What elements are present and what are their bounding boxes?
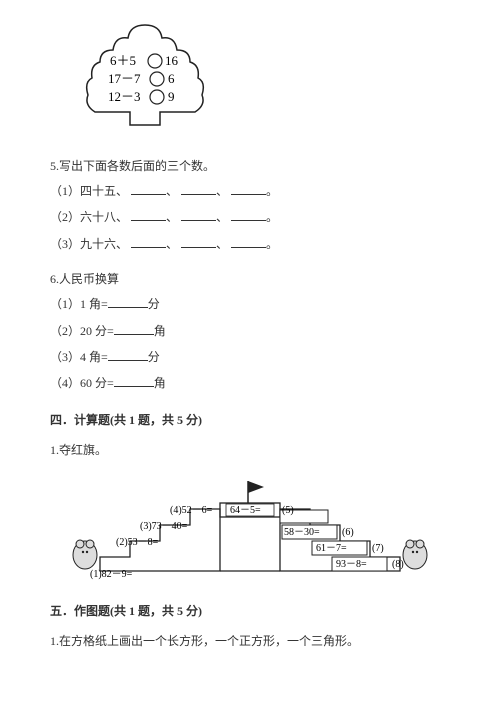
question-6: 6.人民币换算 （1）1 角= 分 （2）20 分= 角 （3）4 角= 分 （4）6… bbox=[50, 267, 450, 397]
blank[interactable] bbox=[131, 181, 166, 195]
blank[interactable] bbox=[181, 181, 216, 195]
stair-left-2: (2)53－8= bbox=[116, 537, 159, 548]
blank[interactable] bbox=[114, 321, 154, 335]
q6-item-2: （2）20 分= 角 bbox=[50, 318, 450, 344]
blank[interactable] bbox=[231, 234, 266, 248]
sep: 、 bbox=[216, 210, 228, 224]
q6-3-suffix: 分 bbox=[148, 350, 160, 364]
q6-title: 6.人民币换算 bbox=[50, 267, 450, 291]
tree-line1-left: 6＋5 bbox=[110, 53, 136, 68]
q6-4-prefix: （4）60 分= bbox=[50, 376, 114, 390]
section-5-q1: 1.在方格纸上画出一个长方形，一个正方形，一个三角形。 bbox=[50, 629, 450, 653]
sep: 、 bbox=[216, 237, 228, 251]
q6-2-suffix: 角 bbox=[154, 324, 166, 338]
tree-line2-right: 6 bbox=[168, 71, 175, 86]
q5-item-1-prefix: （1）四十五、 bbox=[50, 184, 128, 198]
q5-item-1: （1）四十五、 、 、 。 bbox=[50, 178, 450, 204]
blank[interactable] bbox=[231, 181, 266, 195]
tree-line3-right: 9 bbox=[168, 89, 175, 104]
stair-left-4: (4)52－6= bbox=[170, 505, 213, 516]
sep: 、 bbox=[166, 237, 178, 251]
blank[interactable] bbox=[131, 207, 166, 221]
stair-right-7: (7) bbox=[372, 543, 384, 554]
stair-right-6: (6) bbox=[342, 527, 354, 538]
stair-left-3: (3)73－40= bbox=[140, 521, 188, 532]
q5-item-2: （2）六十八、 、 、 。 bbox=[50, 204, 450, 230]
question-5: 5.写出下面各数后面的三个数。 （1）四十五、 、 、 。 （2）六十八、 、 … bbox=[50, 154, 450, 257]
stair-right-5: (5) bbox=[282, 505, 294, 516]
blank[interactable] bbox=[181, 234, 216, 248]
section-4-q1: 1.夺红旗。 bbox=[50, 438, 450, 462]
tree-comparison-figure: 6＋5 16 17－7 6 12－3 9 bbox=[80, 20, 450, 134]
q5-title: 5.写出下面各数后面的三个数。 bbox=[50, 154, 450, 178]
tree-line1-right: 16 bbox=[165, 53, 179, 68]
q6-4-suffix: 角 bbox=[154, 376, 166, 390]
tree-line3-left: 12－3 bbox=[108, 89, 141, 104]
stair-right-8: (8) bbox=[392, 559, 404, 570]
q6-1-prefix: （1）1 角= bbox=[50, 297, 108, 311]
end: 。 bbox=[266, 184, 278, 198]
blank[interactable] bbox=[131, 234, 166, 248]
end: 。 bbox=[266, 210, 278, 224]
q5-item-2-prefix: （2）六十八、 bbox=[50, 210, 128, 224]
blank[interactable] bbox=[231, 207, 266, 221]
q6-item-4: （4）60 分= 角 bbox=[50, 370, 450, 396]
blank[interactable] bbox=[108, 294, 148, 308]
stairs-figure: (4)52－6= (3)73－40= (2)53－8= (1)82－9= 64－… bbox=[50, 477, 450, 587]
section-5-header: 五．作图题(共 1 题，共 5 分) bbox=[50, 602, 450, 619]
tree-line2-left: 17－7 bbox=[108, 71, 141, 86]
end: 。 bbox=[266, 237, 278, 251]
stair-right-7-box: 61－7= bbox=[316, 543, 347, 554]
sep: 、 bbox=[166, 210, 178, 224]
sep: 、 bbox=[166, 184, 178, 198]
blank[interactable] bbox=[114, 373, 154, 387]
q5-item-3: （3）九十六、 、 、 。 bbox=[50, 231, 450, 257]
stair-right-5-box: 64－5= bbox=[230, 505, 261, 516]
q5-item-3-prefix: （3）九十六、 bbox=[50, 237, 128, 251]
blank[interactable] bbox=[108, 347, 148, 361]
q6-1-suffix: 分 bbox=[148, 297, 160, 311]
blank[interactable] bbox=[181, 207, 216, 221]
stair-left-1: (1)82－9= bbox=[90, 569, 133, 580]
stair-right-6-box: 58－30= bbox=[284, 527, 320, 538]
stair-right-8-box: 93－8= bbox=[336, 559, 367, 570]
section-4-header: 四．计算题(共 1 题，共 5 分) bbox=[50, 411, 450, 428]
q6-2-prefix: （2）20 分= bbox=[50, 324, 114, 338]
sep: 、 bbox=[216, 184, 228, 198]
q6-3-prefix: （3）4 角= bbox=[50, 350, 108, 364]
q6-item-1: （1）1 角= 分 bbox=[50, 291, 450, 317]
q6-item-3: （3）4 角= 分 bbox=[50, 344, 450, 370]
